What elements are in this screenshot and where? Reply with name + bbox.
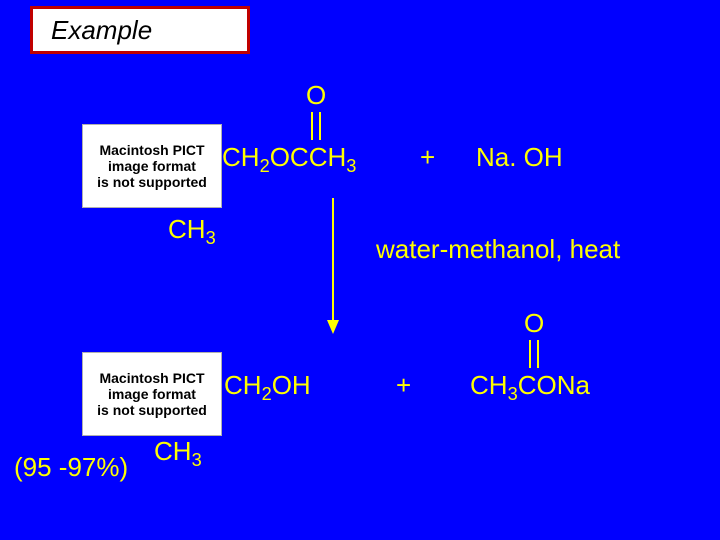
reaction-arrow-shaft [332, 198, 334, 322]
reaction-conditions: water-methanol, heat [376, 234, 620, 265]
missing-image-placeholder-1: Macintosh PICT image format is not suppo… [82, 124, 222, 208]
placeholder-line: Macintosh PICT [99, 370, 204, 386]
substituent-ch3-top: CH3 [168, 214, 216, 249]
plus-sign-2: + [396, 370, 411, 401]
placeholder-line: image format [108, 158, 196, 174]
plus-sign-1: + [420, 142, 435, 173]
placeholder-line: is not supported [97, 174, 207, 190]
double-bond-stroke [319, 112, 321, 140]
product-2-formula: CH3CONa [470, 370, 590, 405]
title-box: Example [30, 6, 250, 54]
placeholder-line: is not supported [97, 402, 207, 418]
carbonyl-o-top: O [306, 80, 326, 111]
double-bond-stroke [311, 112, 313, 140]
title-text: Example [51, 15, 152, 46]
carbonyl-o-bottom: O [524, 308, 544, 339]
double-bond-stroke [537, 340, 539, 368]
reaction-arrow-head [327, 320, 339, 334]
yield-label: (95 -97%) [14, 452, 128, 483]
missing-image-placeholder-2: Macintosh PICT image format is not suppo… [82, 352, 222, 436]
product-1-formula: CH2OH [224, 370, 311, 405]
substituent-ch3-bottom: CH3 [154, 436, 202, 471]
double-bond-stroke [529, 340, 531, 368]
reagent-naoh: Na. OH [476, 142, 563, 173]
placeholder-line: image format [108, 386, 196, 402]
reactant-formula: CH2OCCH3 [222, 142, 356, 177]
placeholder-line: Macintosh PICT [99, 142, 204, 158]
